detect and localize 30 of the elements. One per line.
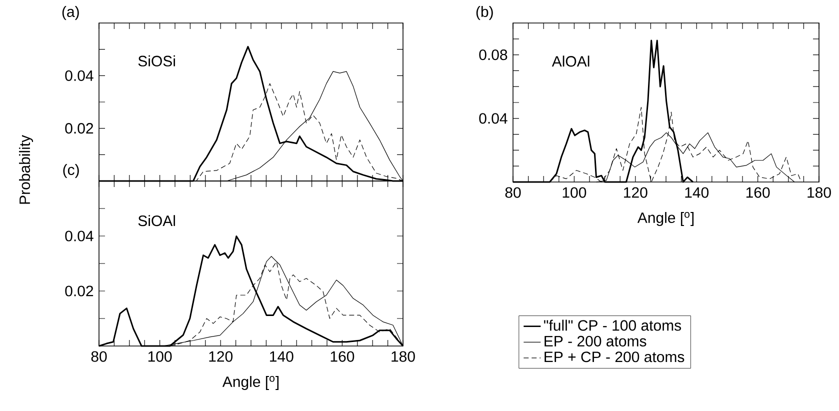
x-axis-title: Angle [$^{o}$] bbox=[637, 212, 694, 226]
x-tick-label: 120 bbox=[624, 187, 648, 198]
y-axis-title: Probability bbox=[19, 134, 34, 204]
legend-label: EP - 200 atoms bbox=[544, 336, 646, 346]
x-tick-label: 160 bbox=[330, 351, 354, 362]
annotation: SiOAl bbox=[138, 215, 175, 226]
y-tick-label: 0.04 bbox=[65, 230, 94, 242]
x-tick-label: 180 bbox=[808, 187, 831, 198]
chart-title: (a) bbox=[62, 6, 79, 20]
x-tick-label: 100 bbox=[562, 187, 586, 198]
legend-label: EP + CP - 200 atoms bbox=[544, 352, 684, 362]
y-tick-label: 0.02 bbox=[65, 123, 94, 134]
x-tick-label: 80 bbox=[91, 351, 107, 362]
x-tick-label: 120 bbox=[209, 351, 233, 362]
y-tick-label: 0.02 bbox=[65, 286, 94, 296]
legend-label: "full" CP - 100 atoms bbox=[544, 320, 682, 331]
chart-title: (c) bbox=[63, 164, 79, 178]
x-axis-title: Angle [$^{o}$] bbox=[222, 376, 279, 390]
x-tick-label: 180 bbox=[392, 351, 415, 362]
x-tick-label: 160 bbox=[746, 187, 770, 198]
x-tick-label: 140 bbox=[685, 187, 709, 198]
x-tick-label: 140 bbox=[270, 351, 294, 362]
annotation: SiOSi bbox=[138, 55, 175, 66]
annotation: AlOAl bbox=[552, 56, 590, 67]
x-tick-label: 100 bbox=[148, 351, 172, 362]
chart-title: (b) bbox=[476, 6, 493, 20]
y-tick-label: 0.04 bbox=[65, 70, 94, 81]
y-tick-label: 0.08 bbox=[479, 49, 508, 60]
x-tick-label: 80 bbox=[505, 187, 521, 198]
y-tick-label: 0.04 bbox=[479, 113, 508, 124]
